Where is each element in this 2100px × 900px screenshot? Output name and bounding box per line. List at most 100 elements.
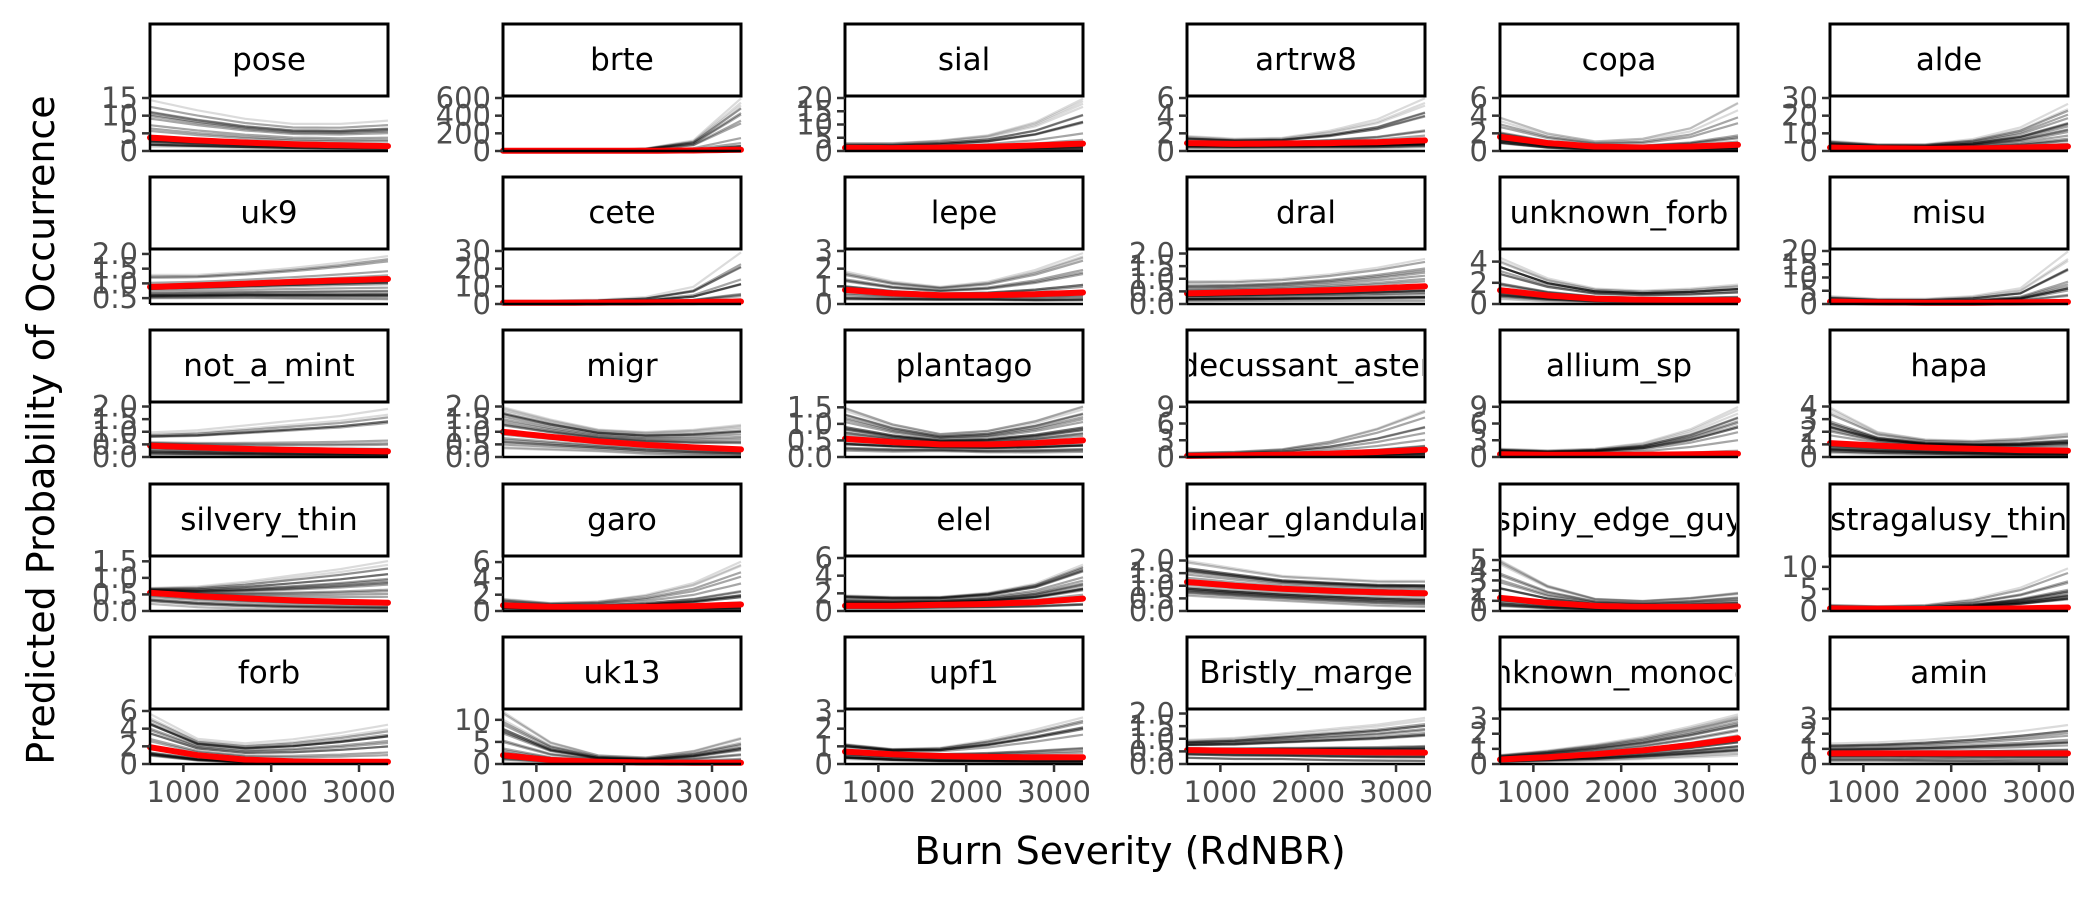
posterior-draw-line [502, 424, 742, 445]
y-tick-label: 3 [1157, 423, 1175, 457]
posterior-draw-line [149, 577, 389, 592]
posterior-draw-line [844, 426, 1084, 442]
y-tick-label: 4 [1470, 553, 1488, 587]
posterior-draw-line [1186, 590, 1426, 604]
posterior-draw-line [1829, 729, 2069, 747]
posterior-draw-line [149, 110, 389, 132]
x-tick-label: 3000 [1672, 775, 1746, 809]
posterior-draw-line [149, 290, 389, 295]
y-tick-label: 1 [815, 729, 833, 763]
posterior-draw-line [1186, 295, 1426, 301]
facet-strip [148, 482, 390, 558]
posterior-draw-line [1186, 569, 1426, 588]
posterior-draw-line [1186, 561, 1425, 583]
posterior-draw-line [149, 143, 389, 150]
facet-strip [148, 635, 390, 711]
posterior-draw-line [149, 145, 389, 151]
posterior-draw-line [845, 97, 1084, 145]
facet-strip [148, 175, 390, 251]
y-tick-label: 3 [1800, 402, 1818, 436]
y-axis-title: Predicted Probability of Occurrence [19, 95, 63, 764]
posterior-draw-line [1499, 754, 1739, 764]
y-tick-label: 4 [1470, 99, 1488, 133]
y-tick-label: 0.0 [1129, 594, 1175, 628]
facet-strip-label: sial [938, 42, 990, 78]
posterior-draw-line [149, 293, 388, 297]
posterior-draw-line [844, 256, 1084, 289]
y-tick-label: 4 [1157, 99, 1175, 133]
facet-strip [501, 328, 743, 404]
posterior-draw-line [1499, 416, 1739, 453]
facet-panel: unknown_forb 024 [1470, 175, 1741, 321]
posterior-draw-line [1186, 734, 1426, 747]
y-tick-label: 0 [1470, 747, 1488, 781]
facet-strip [148, 22, 390, 98]
posterior-draw-line [149, 722, 389, 750]
posterior-draw-line [844, 721, 1084, 751]
mean-prediction-line [1497, 735, 1741, 763]
posterior-draw-line [844, 271, 1084, 293]
posterior-draw-line [1186, 756, 1426, 763]
posterior-draw-line [149, 732, 389, 755]
posterior-draw-line [502, 413, 742, 437]
posterior-draw-line [845, 100, 1084, 145]
posterior-draw-line [1829, 426, 2069, 447]
posterior-draw-line [1186, 587, 1426, 602]
y-tick-label: 0.5 [92, 577, 138, 611]
posterior-draw-line [844, 273, 1084, 293]
y-tick-label: 4 [1800, 390, 1818, 424]
posterior-draw-line [1829, 448, 2068, 456]
posterior-draw-line [844, 756, 1083, 763]
posterior-draw-line [1499, 724, 1739, 759]
y-tick-label: 2 [1157, 116, 1175, 150]
posterior-draw-line [1187, 260, 1426, 284]
posterior-draw-line [149, 723, 389, 750]
posterior-draw-line [844, 728, 1084, 752]
posterior-draw-line [1829, 450, 2068, 457]
y-tick-label: 0.5 [445, 427, 491, 461]
posterior-draw-line [149, 729, 389, 753]
mean-prediction-line [1827, 604, 2071, 612]
posterior-draw-line [1829, 250, 2069, 300]
posterior-draw-line [149, 420, 389, 438]
posterior-draw-line [1829, 447, 2069, 455]
posterior-draw-line [150, 296, 389, 300]
facet-strip-label: uk9 [240, 195, 297, 231]
posterior-draw-line [1499, 417, 1739, 453]
posterior-draw-line [1186, 752, 1425, 758]
posterior-draw-line [1499, 259, 1739, 293]
facet-strip [1185, 22, 1427, 98]
y-tick-label: 400 [436, 99, 491, 133]
facet-strip-label: dral [1276, 195, 1336, 231]
posterior-draw-line [1829, 108, 2069, 146]
posterior-draw-line [1186, 292, 1426, 299]
posterior-draw-line [502, 712, 742, 759]
posterior-draw-line [502, 730, 742, 761]
posterior-draw-line [502, 721, 742, 760]
posterior-draw-line [844, 405, 1084, 436]
posterior-draw-line [1499, 718, 1739, 757]
posterior-draw-line [1499, 270, 1739, 296]
mean-prediction-line [500, 601, 744, 611]
posterior-draw-line [1186, 753, 1426, 759]
y-tick-label: 0 [815, 594, 833, 628]
posterior-draw-line [845, 105, 1084, 146]
facet-strip-label: copa [1582, 42, 1657, 78]
posterior-draw-line [1186, 594, 1426, 609]
posterior-draw-line [1186, 753, 1426, 759]
posterior-draw-line [844, 576, 1084, 602]
y-tick-label: 1 [1470, 584, 1488, 618]
posterior-draw-line [502, 712, 742, 759]
y-tick-label: 1.0 [787, 407, 833, 441]
x-tick-label: 1000 [499, 775, 573, 809]
y-tick-label: 0.5 [92, 427, 138, 461]
mean-prediction-line [1827, 298, 2071, 306]
facet-strip-label: misu [1912, 195, 1987, 231]
y-tick-label: 2.0 [92, 237, 138, 271]
y-tick-label: 3 [1800, 702, 1818, 736]
posterior-draw-line [1186, 104, 1426, 141]
posterior-draw-line [149, 293, 388, 297]
